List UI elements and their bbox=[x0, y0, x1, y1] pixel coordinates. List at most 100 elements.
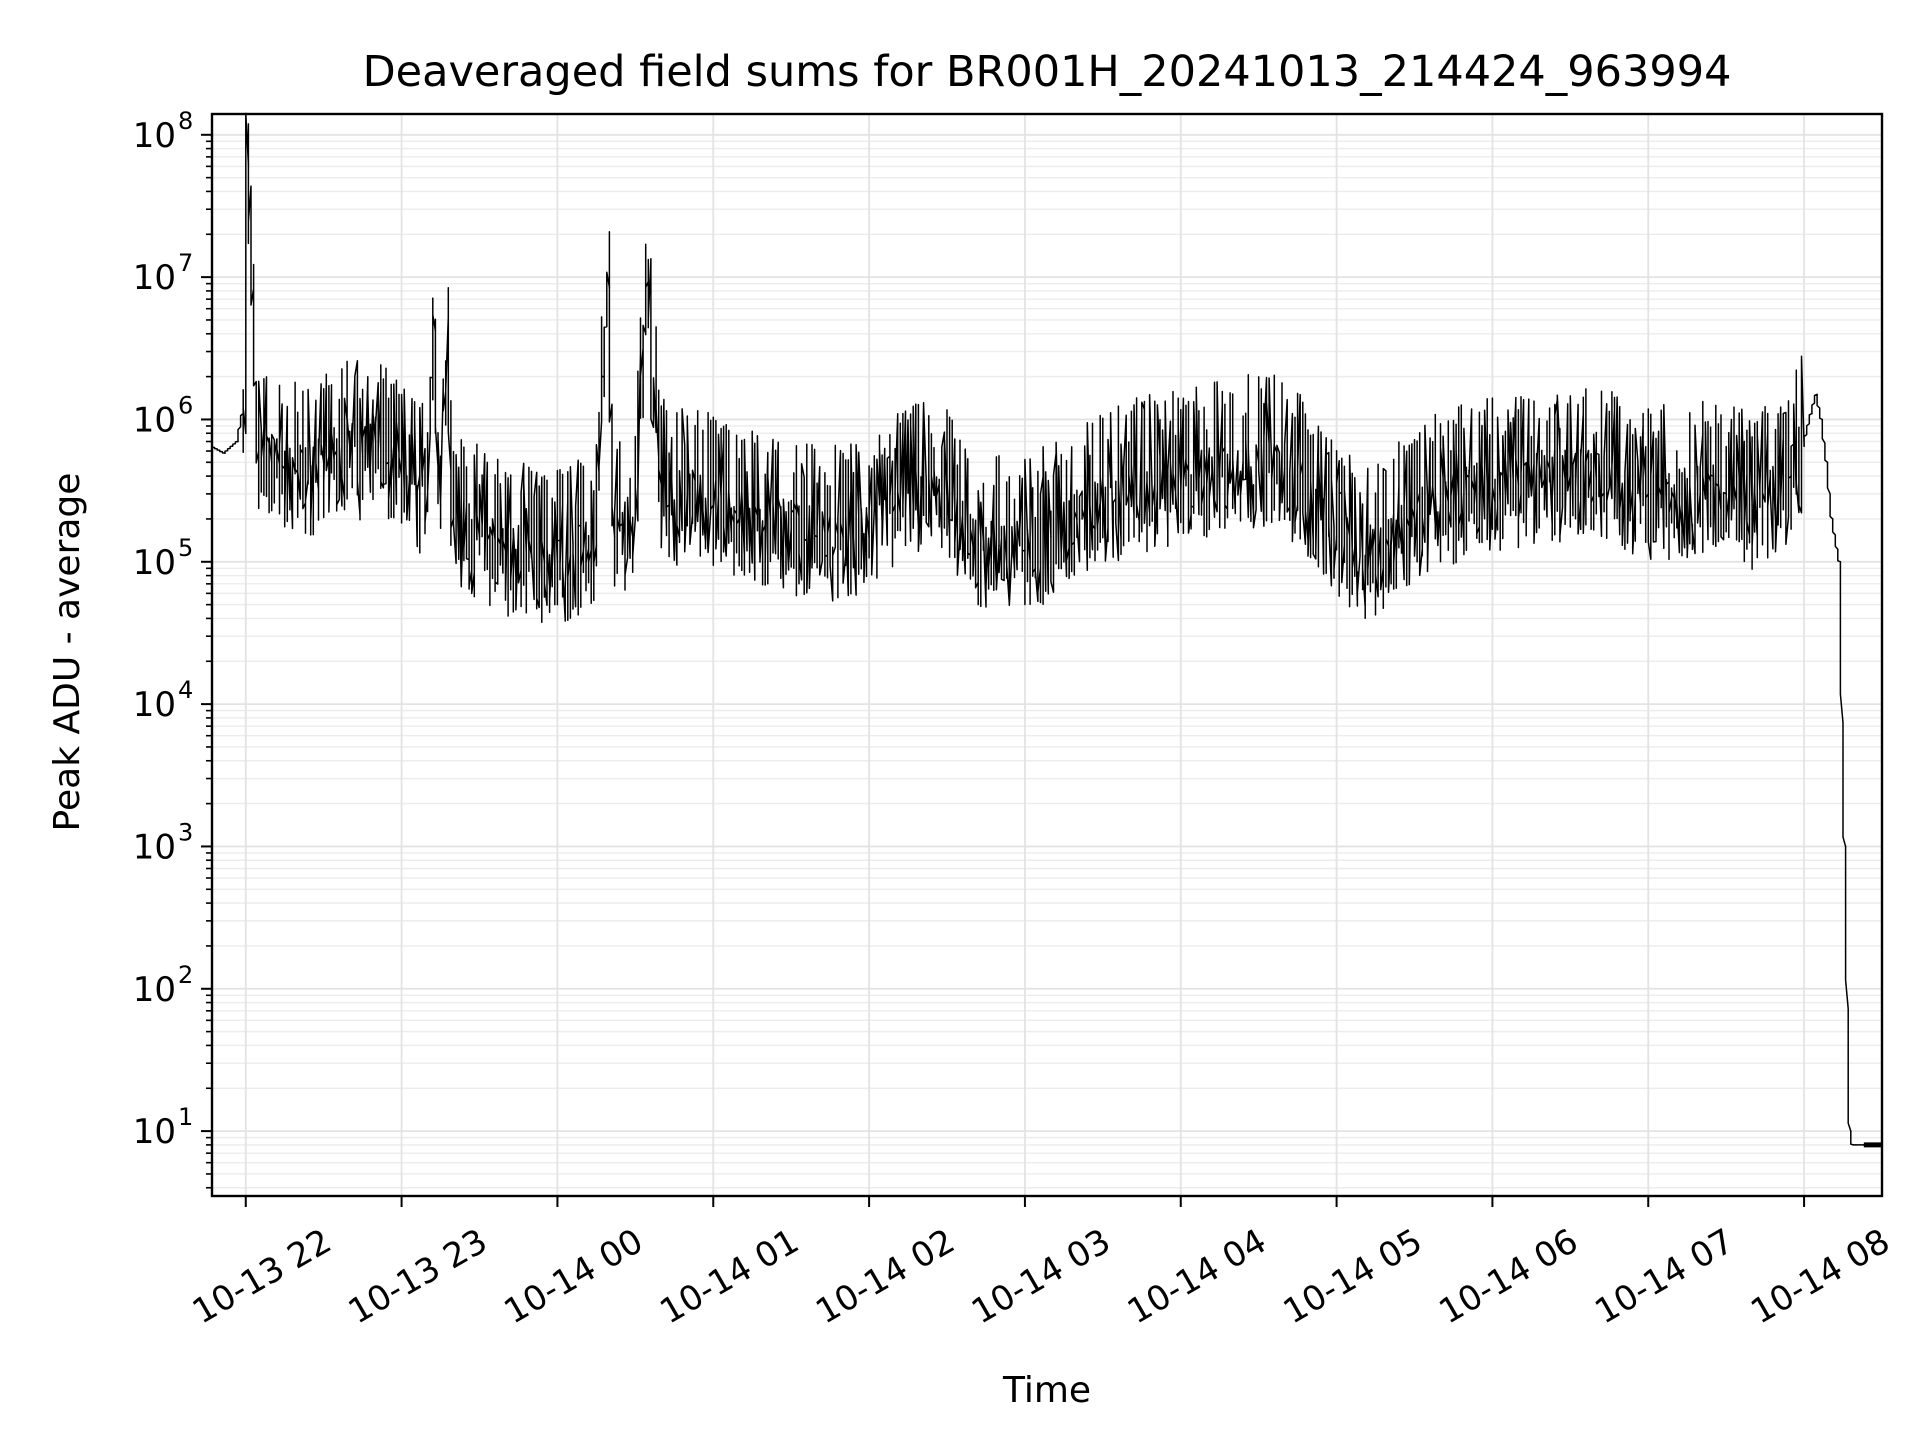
data-point bbox=[998, 544, 1000, 547]
data-point bbox=[1816, 393, 1818, 396]
data-point bbox=[413, 483, 416, 486]
data-point bbox=[1699, 493, 1701, 495]
y-tick-label: 10 bbox=[133, 543, 176, 583]
data-point bbox=[1128, 493, 1130, 495]
data-point bbox=[1154, 483, 1156, 486]
data-point bbox=[972, 544, 974, 547]
data-point bbox=[556, 561, 559, 563]
y-tick-exponent: 7 bbox=[178, 249, 193, 277]
data-point bbox=[647, 280, 650, 283]
data-point bbox=[946, 497, 948, 499]
data-point bbox=[447, 316, 450, 319]
data-point bbox=[595, 544, 598, 547]
data-point bbox=[1673, 497, 1675, 499]
data-point bbox=[1257, 461, 1260, 464]
data-point bbox=[1844, 845, 1847, 848]
data-point bbox=[439, 504, 442, 506]
data-point bbox=[335, 450, 338, 452]
data-point bbox=[764, 524, 766, 527]
data-point bbox=[1811, 412, 1813, 415]
data-point bbox=[426, 493, 429, 495]
data-point bbox=[1102, 504, 1104, 506]
data-point bbox=[1839, 561, 1842, 563]
data-point bbox=[1231, 468, 1234, 470]
y-tick-label: 10 bbox=[133, 116, 176, 156]
data-point bbox=[1852, 1144, 1855, 1146]
data-point bbox=[361, 455, 364, 458]
data-point bbox=[686, 493, 689, 495]
data-point bbox=[1850, 1130, 1852, 1132]
data-point bbox=[1595, 478, 1598, 481]
data-point bbox=[1855, 1144, 1857, 1146]
data-point bbox=[712, 504, 715, 506]
data-point bbox=[296, 472, 299, 474]
y-tick-label: 10 bbox=[133, 400, 176, 440]
data-point bbox=[1309, 493, 1312, 495]
chart-title: Deaveraged field sums for BR001H_2024101… bbox=[363, 47, 1732, 97]
data-point bbox=[504, 549, 507, 552]
data-point bbox=[283, 468, 286, 470]
data-point bbox=[270, 461, 273, 464]
data-point bbox=[1543, 478, 1546, 481]
data-point bbox=[1205, 475, 1208, 477]
data-point bbox=[478, 535, 481, 538]
data-point bbox=[387, 461, 390, 464]
y-tick-exponent: 4 bbox=[178, 676, 193, 704]
data-point bbox=[608, 286, 611, 289]
data-point bbox=[1413, 518, 1416, 520]
data-point bbox=[1826, 461, 1829, 464]
data-point bbox=[1821, 418, 1824, 421]
data-point bbox=[738, 518, 740, 520]
grid bbox=[212, 114, 1882, 1196]
data-point bbox=[530, 555, 533, 557]
data-point bbox=[1569, 475, 1572, 477]
data-point bbox=[322, 461, 325, 464]
data-point bbox=[247, 163, 250, 166]
data-point bbox=[1180, 483, 1182, 486]
data-point bbox=[434, 330, 437, 332]
data-point bbox=[348, 445, 351, 447]
y-tick-label: 10 bbox=[133, 685, 176, 725]
data-point bbox=[1387, 544, 1390, 547]
data-point bbox=[1361, 555, 1364, 557]
y-tick-label: 10 bbox=[133, 1112, 176, 1152]
data-point bbox=[1491, 489, 1494, 491]
data-point bbox=[1465, 493, 1468, 495]
data-point bbox=[1024, 549, 1026, 552]
data-point bbox=[582, 549, 585, 552]
data-point bbox=[816, 535, 818, 538]
data-point bbox=[400, 475, 403, 477]
data-point bbox=[1803, 445, 1805, 447]
data-point bbox=[634, 518, 637, 520]
data-point bbox=[1725, 493, 1727, 495]
data-point bbox=[894, 504, 896, 506]
data-point bbox=[842, 535, 844, 538]
data-point bbox=[543, 561, 546, 563]
y-tick-label: 10 bbox=[133, 258, 176, 298]
y-axis-label: Peak ADU - average bbox=[47, 473, 88, 832]
y-tick-exponent: 3 bbox=[178, 818, 193, 846]
data-point bbox=[790, 528, 792, 530]
data-point bbox=[868, 535, 870, 538]
y-tick-exponent: 2 bbox=[178, 961, 193, 989]
y-tick-label: 10 bbox=[133, 970, 176, 1010]
data-point bbox=[374, 440, 377, 443]
data-point bbox=[660, 483, 663, 486]
y-tick-exponent: 1 bbox=[178, 1103, 193, 1131]
data-point bbox=[309, 475, 312, 477]
data-point bbox=[452, 518, 455, 520]
data-point bbox=[237, 440, 239, 443]
data-point bbox=[1751, 504, 1753, 506]
y-tick-label: 10 bbox=[133, 827, 176, 867]
series-line bbox=[211, 112, 1882, 1146]
x-axis-label: Time bbox=[1002, 1370, 1091, 1411]
data-point bbox=[242, 412, 244, 415]
data-point bbox=[245, 432, 247, 435]
data-point bbox=[1283, 468, 1286, 470]
data-point bbox=[1621, 483, 1624, 486]
data-point bbox=[1050, 535, 1052, 538]
plot-frame bbox=[210, 112, 1884, 1198]
data-point bbox=[1439, 504, 1442, 506]
